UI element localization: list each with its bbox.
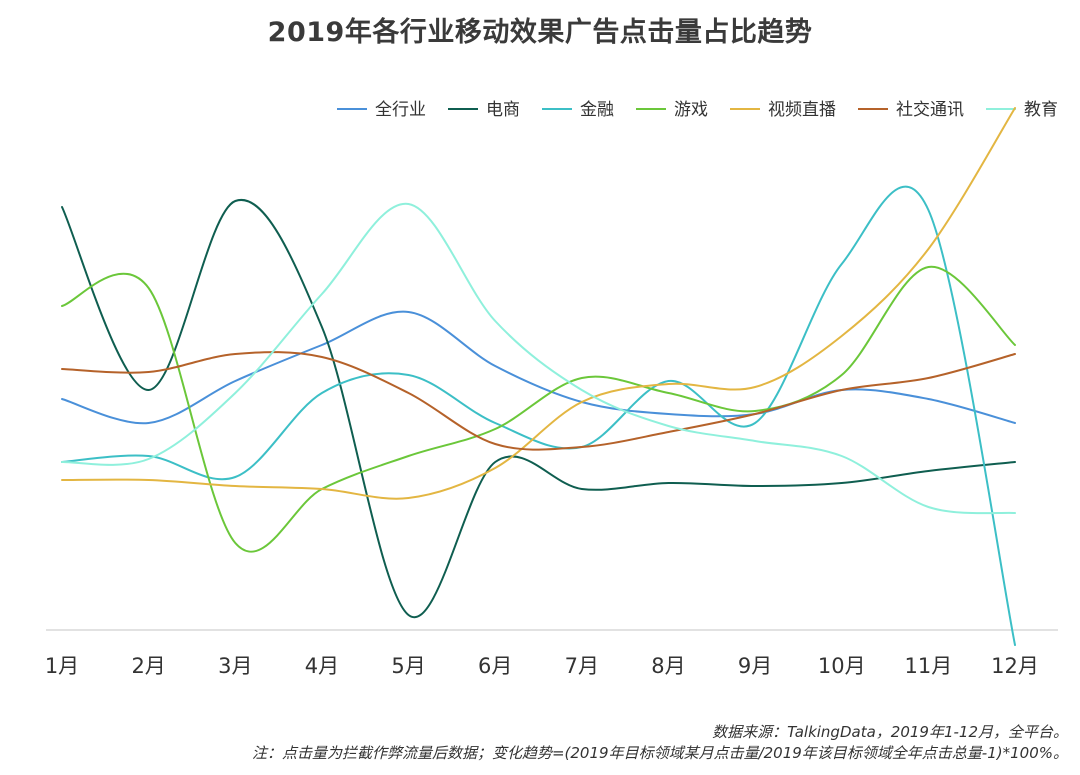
legend-item: 视频直播 xyxy=(730,100,836,120)
x-tick-label: 7月 xyxy=(565,654,599,678)
series-7-line xyxy=(61,202,1016,515)
legend-item: 游戏 xyxy=(636,100,708,120)
legend-item: 金融 xyxy=(542,100,614,120)
legend-label: 社交通讯 xyxy=(896,100,964,120)
x-tick-label: 1月 xyxy=(45,654,79,678)
legend-label: 游戏 xyxy=(674,100,708,120)
legend-label: 金融 xyxy=(580,100,614,120)
series-4-line xyxy=(61,265,1016,553)
legend-label: 视频直播 xyxy=(768,100,836,120)
x-tick-label: 5月 xyxy=(391,654,425,678)
legend-item: 电商 xyxy=(448,100,520,120)
x-tick-label: 6月 xyxy=(478,654,512,678)
x-tick-label: 11月 xyxy=(904,654,952,678)
x-tick-label: 2月 xyxy=(131,654,165,678)
legend-item: 教育 xyxy=(986,100,1058,120)
series-6-line xyxy=(61,351,1016,451)
series-3-line xyxy=(61,185,1016,646)
line-chart: 全行业 电商 金融 游戏 视频直播 社交通讯 教育 1月 2月 3月 4月 5月 6月 7月 8月 9月 10… xyxy=(45,100,1058,678)
series-1-line xyxy=(61,310,1016,425)
x-tick-label: 12月 xyxy=(991,654,1039,678)
formula-note: 注：点击量为拦截作弊流量后数据；变化趋势=(2019年目标领域某月点击量/201… xyxy=(251,744,1068,762)
x-tick-label: 8月 xyxy=(651,654,685,678)
legend-label: 电商 xyxy=(486,100,520,120)
legend-label: 全行业 xyxy=(375,100,426,120)
series-lines xyxy=(61,107,1016,646)
series-5-line xyxy=(61,107,1016,500)
footnotes: 数据来源：TalkingData，2019年1-12月，全平台。 注：点击量为拦… xyxy=(252,722,1068,764)
legend-label: 教育 xyxy=(1024,100,1058,120)
x-tick-label: 3月 xyxy=(218,654,252,678)
x-tick-label: 9月 xyxy=(738,654,772,678)
legend-item: 社交通讯 xyxy=(858,100,964,120)
x-tick-label: 10月 xyxy=(818,654,866,678)
legend: 全行业 电商 金融 游戏 视频直播 社交通讯 教育 xyxy=(337,100,1058,120)
chart-title: 2019年各行业移动效果广告点击量占比趋势 xyxy=(267,17,813,48)
series-2-line xyxy=(61,198,1016,619)
legend-item: 全行业 xyxy=(337,100,426,120)
x-tick-label: 4月 xyxy=(305,654,339,678)
source-note: 数据来源：TalkingData，2019年1-12月，全平台。 xyxy=(712,723,1068,741)
x-axis-tick-labels: 1月 2月 3月 4月 5月 6月 7月 8月 9月 10月 11月 12月 xyxy=(45,654,1039,678)
